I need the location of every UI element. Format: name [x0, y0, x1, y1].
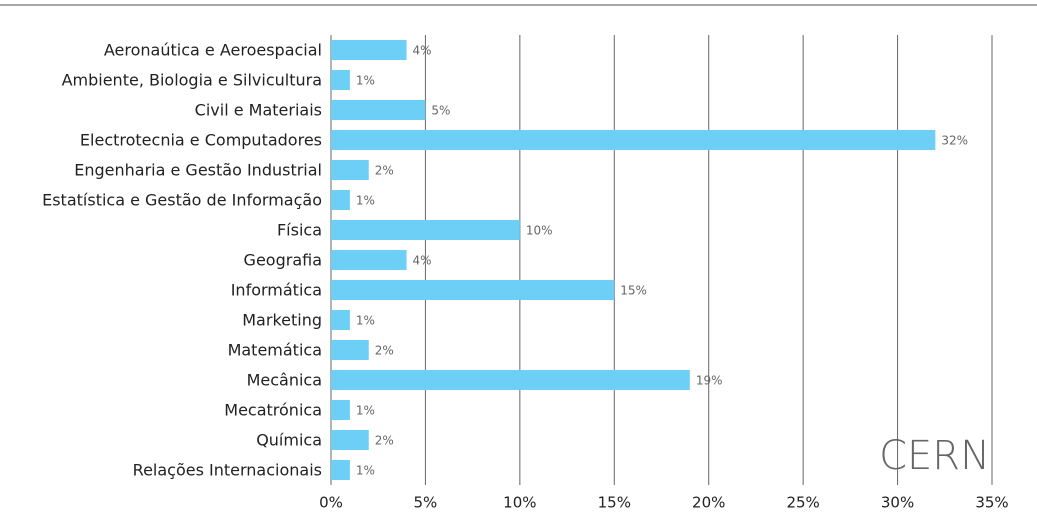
y-tick-label: Matemática	[228, 341, 322, 360]
x-tick-label: 25%	[786, 494, 819, 512]
x-tick-label: 10%	[503, 494, 536, 512]
value-label: 2%	[375, 434, 394, 448]
bar	[331, 430, 369, 450]
y-tick-label: Ambiente, Biologia e Silvicultura	[62, 71, 322, 90]
x-tick-label: 0%	[319, 494, 343, 512]
bar	[331, 340, 369, 360]
value-label: 1%	[356, 194, 375, 208]
bar	[331, 460, 350, 480]
y-tick-label: Mecânica	[247, 371, 322, 390]
value-label: 1%	[356, 74, 375, 88]
y-tick-label: Engenharia e Gestão Industrial	[74, 161, 322, 180]
y-tick-label: Aeronaútica e Aeroespacial	[104, 41, 322, 60]
bar	[331, 160, 369, 180]
value-label: 1%	[356, 314, 375, 328]
bar	[331, 310, 350, 330]
bar	[331, 250, 407, 270]
annotation: CERN	[879, 433, 990, 479]
y-tick-label: Estatística e Gestão de Informação	[42, 191, 322, 210]
y-tick-label: Física	[277, 221, 322, 240]
value-label: 4%	[413, 44, 432, 58]
x-tick-label: 30%	[881, 494, 914, 512]
value-label: 1%	[356, 464, 375, 478]
value-label: 2%	[375, 164, 394, 178]
x-tick-label: 20%	[692, 494, 725, 512]
value-label: 19%	[696, 374, 723, 388]
bar	[331, 40, 407, 60]
bar	[331, 70, 350, 90]
y-tick-label: Marketing	[242, 311, 322, 330]
x-tick-label: 15%	[598, 494, 631, 512]
bar	[331, 130, 936, 150]
bar	[331, 220, 520, 240]
value-label: 15%	[620, 284, 647, 298]
y-tick-label: Geografia	[244, 251, 322, 270]
y-tick-label: Civil e Materiais	[195, 101, 322, 120]
y-tick-label: Mecatrónica	[224, 401, 322, 420]
y-tick-label: Informática	[231, 281, 322, 300]
bar	[331, 100, 426, 120]
bar	[331, 370, 690, 390]
y-tick-label: Electrotecnia e Computadores	[80, 131, 322, 150]
y-tick-label: Relações Internacionais	[133, 461, 322, 480]
bar	[331, 280, 615, 300]
value-label: 5%	[431, 104, 450, 118]
x-tick-label: 5%	[414, 494, 438, 512]
bar	[331, 400, 350, 420]
value-label: 4%	[413, 254, 432, 268]
value-label: 32%	[941, 134, 968, 148]
value-label: 1%	[356, 404, 375, 418]
y-tick-label: Química	[256, 431, 322, 450]
bar	[331, 190, 350, 210]
value-label: 10%	[526, 224, 553, 238]
x-tick-label: 35%	[975, 494, 1008, 512]
value-label: 2%	[375, 344, 394, 358]
